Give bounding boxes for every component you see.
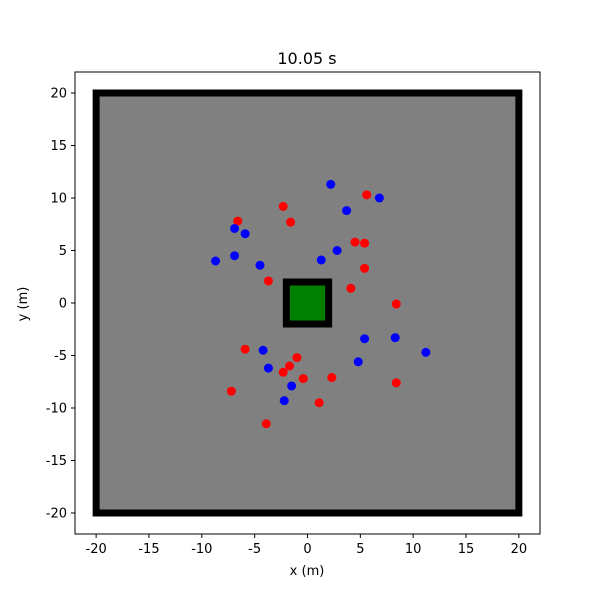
red-point bbox=[286, 218, 295, 227]
blue-point bbox=[230, 251, 239, 260]
blue-point bbox=[211, 257, 220, 266]
red-point bbox=[241, 345, 250, 354]
y-tick-label: -10 bbox=[46, 402, 67, 417]
chart-title: 10.05 s bbox=[277, 49, 336, 68]
x-tick-label: 15 bbox=[458, 542, 475, 557]
blue-point bbox=[326, 180, 335, 189]
blue-point bbox=[333, 246, 342, 255]
y-tick-label: -20 bbox=[46, 507, 67, 522]
y-tick-label: 15 bbox=[50, 139, 67, 154]
y-tick-label: 5 bbox=[59, 244, 67, 259]
blue-point bbox=[241, 229, 250, 238]
blue-point bbox=[360, 334, 369, 343]
red-point bbox=[327, 373, 336, 382]
y-tick-label: 20 bbox=[50, 87, 67, 102]
x-tick-label: 0 bbox=[303, 542, 311, 557]
x-tick-label: 5 bbox=[356, 542, 364, 557]
red-point bbox=[264, 276, 273, 285]
red-point bbox=[292, 353, 301, 362]
blue-point bbox=[259, 346, 268, 355]
red-point bbox=[360, 239, 369, 248]
blue-point bbox=[391, 333, 400, 342]
red-point bbox=[227, 387, 236, 396]
blue-point bbox=[255, 261, 264, 270]
x-axis-label: x (m) bbox=[290, 564, 325, 579]
red-point bbox=[362, 190, 371, 199]
red-point bbox=[279, 202, 288, 211]
red-point bbox=[299, 374, 308, 383]
x-tick-label: -20 bbox=[86, 542, 107, 557]
x-tick-label: 10 bbox=[405, 542, 422, 557]
center-obstacle bbox=[286, 282, 328, 324]
blue-point bbox=[230, 224, 239, 233]
blue-point bbox=[264, 364, 273, 373]
red-point bbox=[346, 284, 355, 293]
red-point bbox=[392, 378, 401, 387]
x-tick-label: -10 bbox=[191, 542, 212, 557]
y-tick-label: -15 bbox=[46, 454, 67, 469]
x-tick-label: -5 bbox=[248, 542, 261, 557]
blue-point bbox=[375, 194, 384, 203]
plot-area bbox=[96, 93, 519, 513]
blue-point bbox=[280, 396, 289, 405]
x-tick-label: -15 bbox=[138, 542, 159, 557]
blue-point bbox=[354, 357, 363, 366]
y-tick-label: -5 bbox=[54, 349, 67, 364]
red-point bbox=[351, 238, 360, 247]
red-point bbox=[315, 398, 324, 407]
red-point bbox=[392, 300, 401, 309]
blue-point bbox=[287, 381, 296, 390]
red-point bbox=[360, 264, 369, 273]
red-point bbox=[262, 419, 271, 428]
red-point bbox=[279, 368, 288, 377]
blue-point bbox=[342, 206, 351, 215]
blue-point bbox=[317, 255, 326, 264]
x-tick-label: 20 bbox=[511, 542, 528, 557]
y-tick-label: 0 bbox=[59, 297, 67, 312]
y-tick-label: 10 bbox=[50, 192, 67, 207]
y-axis-label: y (m) bbox=[16, 287, 31, 322]
blue-point bbox=[421, 348, 430, 357]
